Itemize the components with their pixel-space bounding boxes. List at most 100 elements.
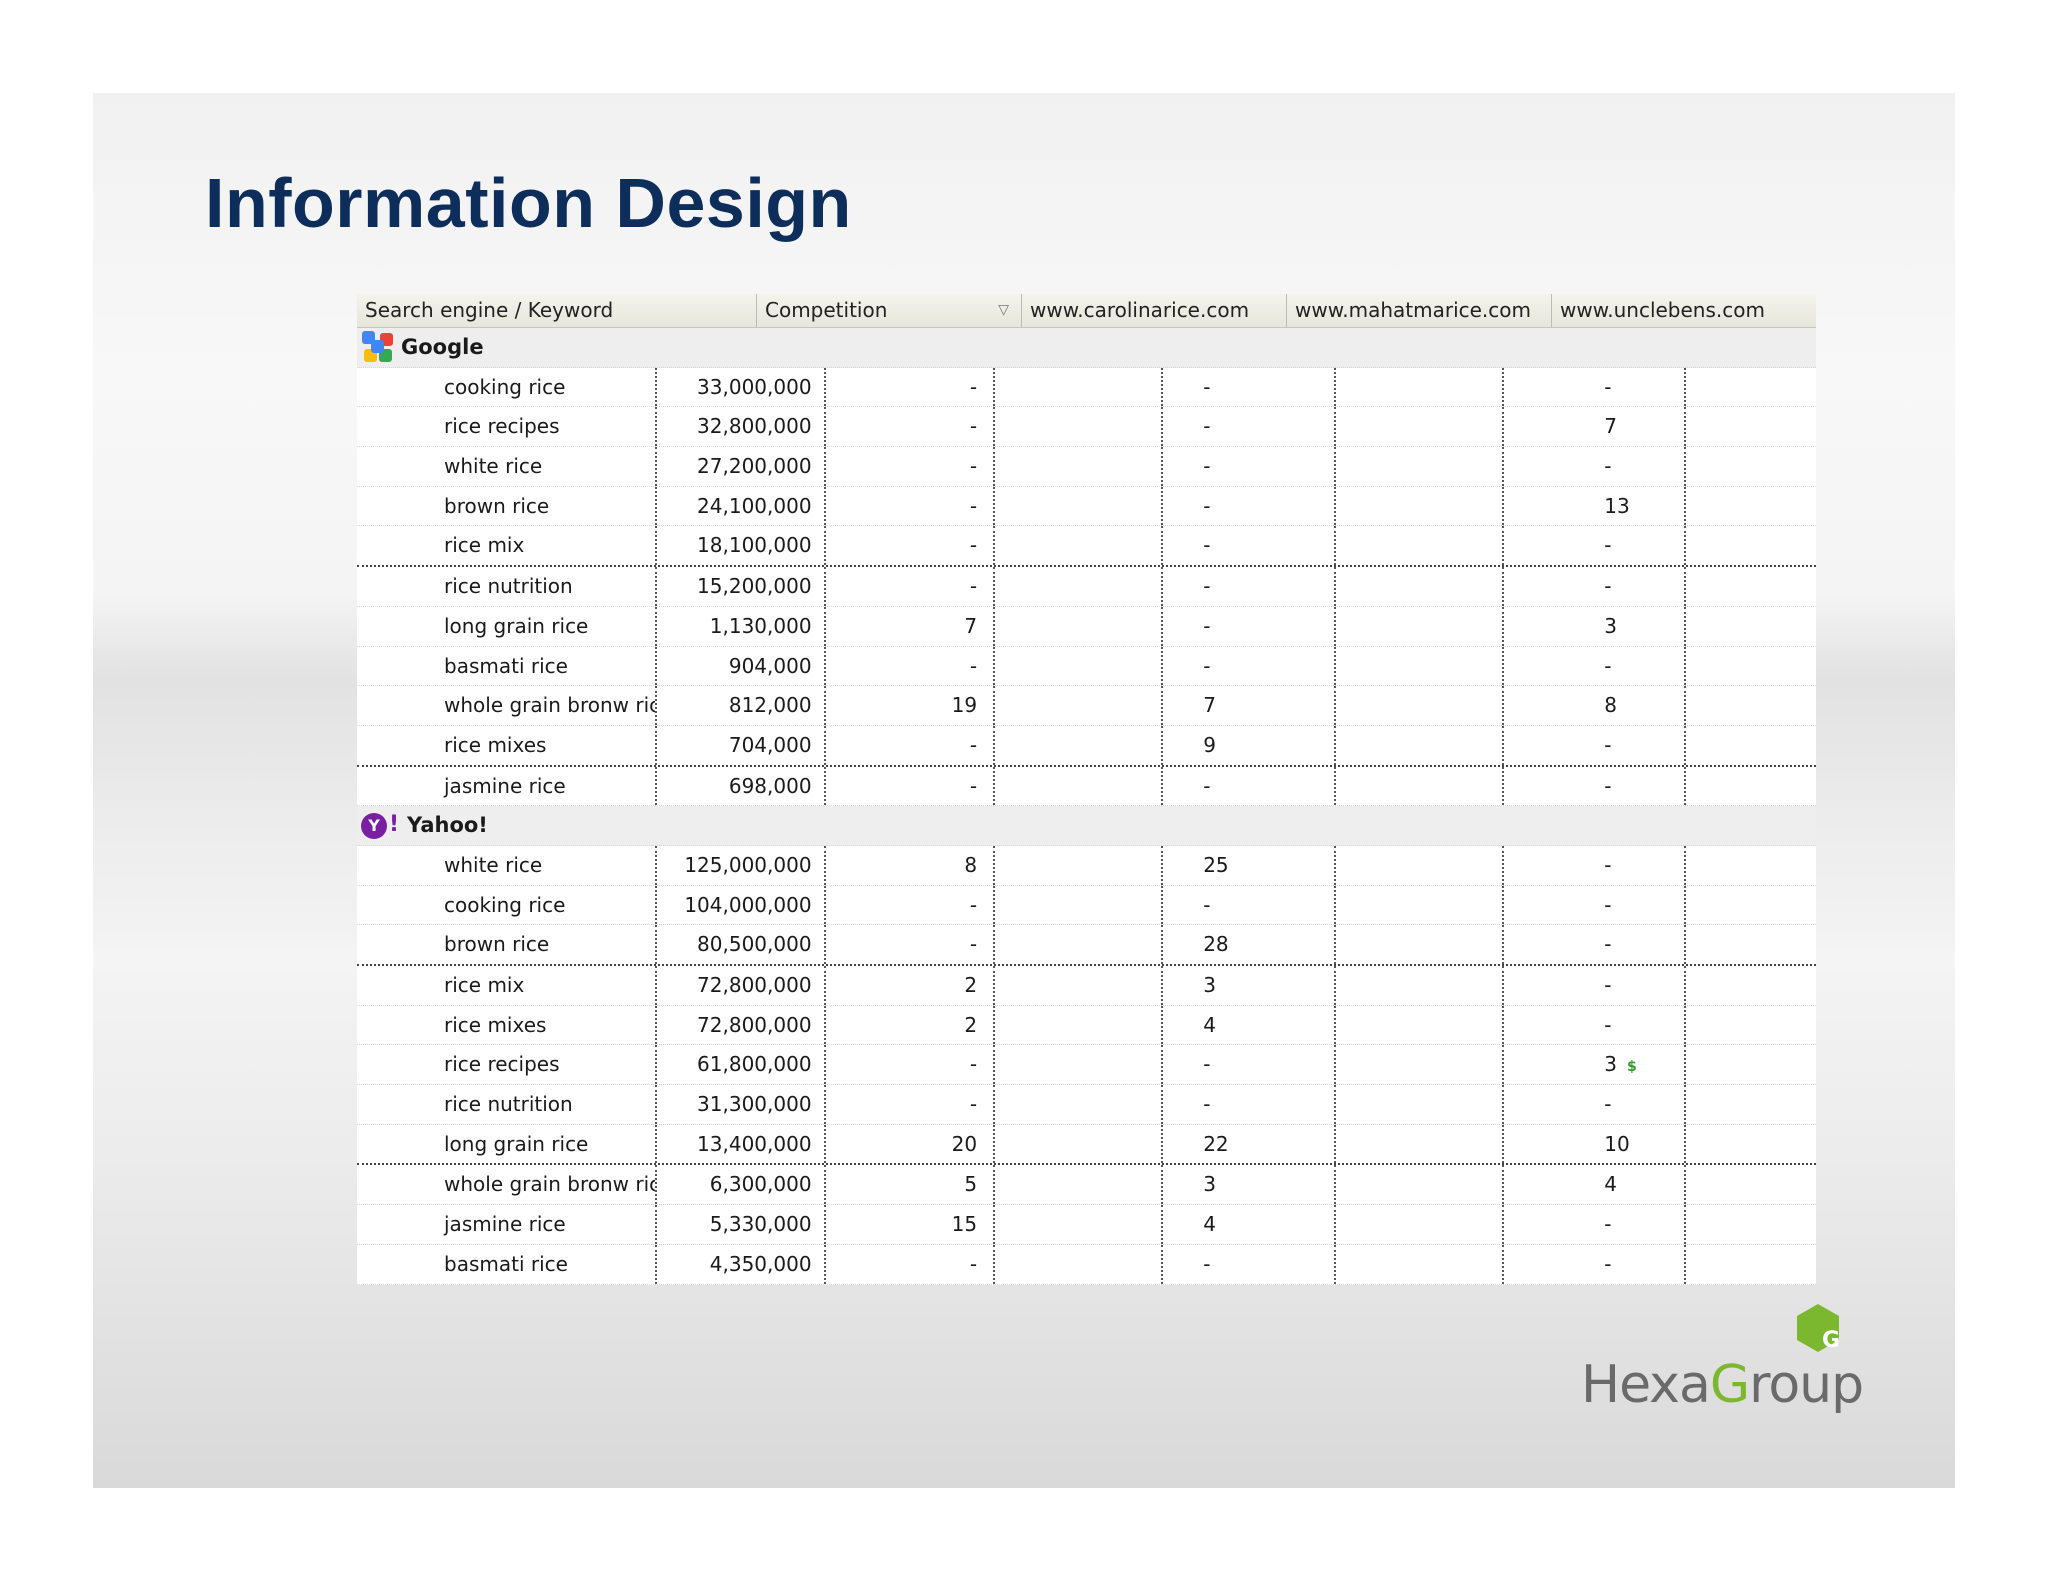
carolinarice-rank-cell: - (826, 1244, 996, 1284)
unclebens-rank-value: 4 (1604, 1172, 1617, 1197)
column-header-carolinarice[interactable]: www.carolinarice.com (1022, 294, 1287, 327)
table-row[interactable]: brown rice 24,100,000- -13 (357, 486, 1816, 527)
column-header-competition[interactable]: Competition ▽ (757, 294, 1022, 327)
spacer-cell (995, 686, 1164, 725)
spacer-cell (1686, 607, 1816, 646)
group-cell: Google (357, 328, 1816, 367)
unclebens-rank-cell: - (1504, 367, 1686, 407)
table-row[interactable]: whole grain bronw rice 6,300,000 5 3 4 (357, 1165, 1816, 1206)
spacer-cell (1336, 367, 1505, 407)
table-row[interactable]: rice mixes 72,800,000 2 4 - (357, 1005, 1816, 1046)
table-row[interactable]: brown rice 80,500,000-28- (357, 925, 1816, 966)
competition-cell: 72,800,000 (657, 1005, 826, 1045)
mahatmarice-rank-cell: 25 (1163, 845, 1337, 885)
unclebens-rank-value: 13 (1604, 493, 1630, 518)
column-header-unclebens[interactable]: www.unclebens.com (1552, 294, 1816, 327)
table-row[interactable]: jasmine rice 5,330,000 15 4 - (357, 1205, 1816, 1245)
keyword-cell: rice mixes (357, 1005, 657, 1045)
logo-prefix: Hexa (1581, 1355, 1711, 1415)
carolinarice-rank-cell: - (826, 1045, 996, 1085)
google-icon (361, 330, 395, 364)
spacer-cell (1686, 1045, 1816, 1084)
table-row[interactable]: cooking rice 104,000,000- - - (357, 885, 1816, 926)
keyword-cell: brown rice (357, 925, 657, 964)
unclebens-rank-cell: - (1504, 1205, 1686, 1244)
table-row[interactable]: rice recipes 32,800,000- -7 (357, 407, 1816, 448)
spacer-cell (1686, 1165, 1816, 1204)
mahatmarice-rank-cell: - (1163, 407, 1337, 447)
table-row[interactable]: rice mix 18,100,000- - - (357, 526, 1816, 568)
table-row[interactable]: rice nutrition 31,300,000- - - (357, 1085, 1816, 1125)
group-row[interactable]: Google (357, 328, 1816, 368)
table-row[interactable]: rice nutrition 15,200,000- - - (357, 567, 1816, 607)
table-header: Search engine / Keyword Competition ▽ www… (357, 294, 1816, 328)
carolinarice-rank-cell: 15 (826, 1205, 996, 1244)
carolinarice-rank-cell: 5 (826, 1165, 996, 1205)
column-header-mahatmarice[interactable]: www.mahatmarice.com (1287, 294, 1552, 327)
table-row[interactable]: basmati rice 4,350,000- - - (357, 1244, 1816, 1285)
table-row[interactable]: long grain rice 13,400,000 20 22 10 (357, 1124, 1816, 1166)
spacer-cell (1686, 1085, 1816, 1124)
table-body: Google cooking rice 33,000,000- - - rice reci… (357, 328, 1816, 1285)
unclebens-rank-value: 7 (1604, 414, 1617, 439)
keyword-ranking-table: Search engine / Keyword Competition ▽ www… (357, 294, 1816, 1285)
table-row[interactable]: cooking rice 33,000,000- - - (357, 367, 1816, 408)
spacer-cell (1336, 486, 1505, 526)
logo-accent-letter: G (1709, 1355, 1750, 1415)
unclebens-rank-value: - (1604, 973, 1612, 997)
keyword-cell: jasmine rice (357, 1205, 657, 1244)
spacer-cell (1686, 647, 1816, 686)
spacer-cell (1336, 1244, 1505, 1284)
spacer-cell (1686, 767, 1816, 806)
carolinarice-rank-cell: 19 (826, 686, 996, 725)
keyword-cell: long grain rice (357, 606, 657, 646)
unclebens-rank-cell: - (1504, 1005, 1686, 1045)
spacer-cell (995, 1244, 1164, 1284)
unclebens-rank-value: - (1604, 1012, 1612, 1037)
spacer-cell (995, 1005, 1164, 1045)
keyword-cell: long grain rice (357, 1124, 657, 1164)
spacer-cell (995, 486, 1164, 526)
unclebens-rank-value: 8 (1604, 693, 1617, 718)
unclebens-rank-cell: - (1504, 966, 1686, 1005)
carolinarice-rank-cell: - (826, 567, 996, 606)
spacer-cell (1686, 1205, 1816, 1244)
table-row[interactable]: rice mix 72,800,000 2 3 - (357, 966, 1816, 1006)
spacer-cell (1336, 1085, 1505, 1124)
competition-cell: 31,300,000 (657, 1085, 826, 1124)
carolinarice-rank-cell: 2 (826, 966, 996, 1005)
spacer-cell (1686, 526, 1816, 565)
competition-cell: 18,100,000 (657, 526, 826, 566)
keyword-cell: rice recipes (357, 1045, 657, 1085)
group-row[interactable]: Y! Yahoo! (357, 806, 1816, 846)
keyword-cell: cooking rice (357, 367, 657, 407)
carolinarice-rank-cell: - (826, 925, 996, 964)
keyword-cell: whole grain bronw rice (357, 686, 657, 725)
carolinarice-rank-cell: - (826, 766, 996, 806)
competition-cell: 32,800,000 (657, 407, 826, 447)
table-row[interactable]: white rice 125,000,000 8 25 - (357, 845, 1816, 886)
unclebens-rank-value: - (1604, 1212, 1612, 1237)
sort-descending-icon[interactable]: ▽ (998, 302, 1009, 318)
table-row[interactable]: long grain rice 1,130,000 7 - 3 (357, 606, 1816, 647)
spacer-cell (1686, 726, 1816, 765)
spacer-cell (1336, 766, 1505, 806)
table-row[interactable]: jasmine rice 698,000- - - (357, 766, 1816, 807)
group-cell: Y! Yahoo! (357, 806, 1816, 845)
group-name: Yahoo! (407, 813, 488, 838)
table-row[interactable]: whole grain bronw rice 812,000 19 7 8 (357, 686, 1816, 726)
spacer-cell (1686, 368, 1816, 407)
mahatmarice-rank-cell: - (1163, 1045, 1337, 1085)
table-row[interactable]: basmati rice 904,000- - - (357, 646, 1816, 687)
unclebens-rank-cell: 4 (1504, 1165, 1686, 1205)
column-header-keyword[interactable]: Search engine / Keyword (357, 294, 757, 327)
unclebens-rank-cell: - (1504, 526, 1686, 566)
table-row[interactable]: white rice 27,200,000- - - (357, 447, 1816, 487)
keyword-cell: rice mixes (357, 725, 657, 765)
mahatmarice-rank-cell: 9 (1163, 725, 1337, 765)
unclebens-rank-cell: 10 (1504, 1124, 1686, 1164)
table-row[interactable]: rice mixes 704,000-9- (357, 725, 1816, 767)
spacer-cell (1336, 1124, 1505, 1164)
spacer-cell (995, 526, 1164, 566)
table-row[interactable]: rice recipes 61,800,000- -3 $ (357, 1045, 1816, 1086)
